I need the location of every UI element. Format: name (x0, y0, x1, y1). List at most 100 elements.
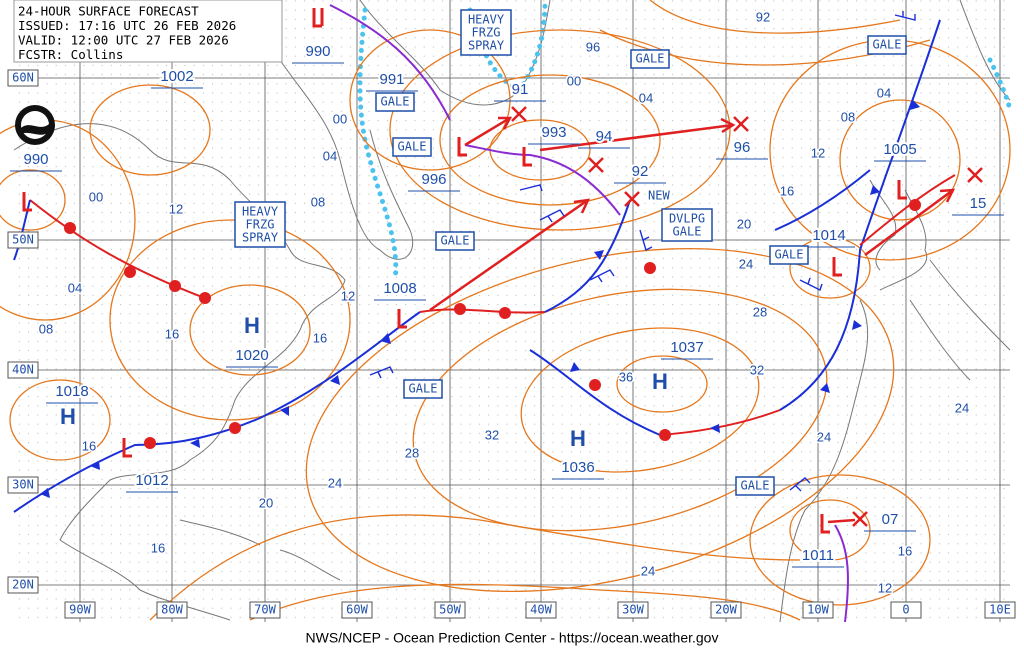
high-center: H (570, 426, 586, 451)
lon-box (984, 601, 1016, 619)
warning-box (234, 201, 286, 248)
lat-label: 20N (12, 578, 34, 592)
pressure-label: 07 (882, 511, 899, 528)
fronts (13, 4, 956, 623)
isobar-label: 08 (311, 194, 325, 209)
isobar-label: 24 (817, 429, 831, 444)
header-line: 24-HOUR SURFACE FORECAST (18, 4, 199, 19)
lon-label: 40W (530, 603, 552, 617)
warning-line: FRZG (246, 218, 275, 232)
warning-line: DVLPG (669, 212, 705, 226)
pressure-label: 993 (541, 124, 566, 141)
lon-label: 70W (254, 603, 276, 617)
lon-label: 0 (902, 603, 909, 617)
isobar-label: 20 (259, 495, 273, 510)
gale-warning: GALE (636, 52, 665, 66)
footer-band (0, 622, 1024, 652)
isobar-label: 16 (780, 183, 794, 198)
pressure-label: 990 (23, 151, 48, 168)
dot-grid (14, 0, 1010, 622)
lon-label: 90W (69, 603, 91, 617)
header-line: ISSUED: 17:16 UTC 26 FEB 2026 (18, 18, 236, 33)
gale-warning: GALE (441, 234, 470, 248)
isobar-label: 32 (750, 362, 764, 377)
isobar-label: 36 (619, 369, 633, 384)
isobar-label: 12 (878, 580, 892, 595)
isobar-label: 00 (89, 189, 103, 204)
isobar-label: 24 (739, 256, 753, 271)
warning-box (375, 92, 415, 112)
gale-warning: GALE (409, 382, 438, 396)
pressure-label: 1014 (812, 227, 845, 244)
warning-box (661, 208, 713, 242)
pressure-label: 1012 (135, 472, 168, 489)
warning-box (867, 35, 907, 55)
isobar-label: 28 (405, 445, 419, 460)
pressure-label: 1011 (802, 547, 834, 564)
isobar-label: 04 (323, 148, 337, 163)
lat-box (7, 69, 39, 87)
high-center: H (244, 313, 260, 338)
isobar-label: 24 (641, 563, 655, 578)
header-line: FCSTR: Collins (18, 47, 123, 62)
isobar-label: 16 (165, 326, 179, 341)
lon-box (249, 601, 281, 619)
lon-box (156, 601, 188, 619)
warning-line: HEAVY (468, 13, 505, 27)
isobar-label: 24 (328, 475, 342, 490)
warning-box (735, 476, 775, 496)
lon-label: 20W (715, 603, 737, 617)
isobar-label: 16 (898, 543, 912, 558)
lat-label: 60N (12, 71, 34, 85)
header-line: VALID: 12:00 UTC 27 FEB 2026 (18, 33, 229, 48)
gale-warning: GALE (398, 140, 427, 154)
pressure-label: 94 (596, 128, 613, 145)
lat-box (7, 231, 39, 249)
header-box (13, 0, 283, 63)
footer: NWS/NCEP - Ocean Prediction Center - htt… (306, 630, 719, 646)
lon-box (710, 601, 742, 619)
warning-box (460, 9, 512, 56)
isobar-label: 12 (341, 288, 355, 303)
pressure-label: 96 (734, 139, 751, 156)
gale-warning: GALE (775, 248, 804, 262)
isobar-label: 92 (756, 9, 770, 24)
warning-box (630, 49, 670, 69)
isobar-label: 28 (753, 304, 767, 319)
pressure-label: 991 (379, 71, 404, 88)
warning-line: HEAVY (242, 205, 279, 219)
lat-label: 50N (12, 233, 34, 247)
isobar-label: 24 (955, 400, 969, 415)
isobar-label: 00 (567, 73, 581, 88)
isobar-label: 32 (485, 427, 499, 442)
isobar-label: 08 (841, 109, 855, 124)
isobar-label: 16 (313, 330, 327, 345)
pressure-label: 1008 (383, 280, 416, 297)
pressure-label: 1020 (235, 347, 268, 364)
lon-box (617, 601, 649, 619)
gale-warning: GALE (381, 95, 410, 109)
isobar-label: 12 (811, 145, 825, 160)
lat-label: 40N (12, 363, 34, 377)
new-label: NEW (648, 189, 670, 203)
pressure-label: 92 (632, 163, 649, 180)
warning-line: SPRAY (242, 231, 279, 245)
pressure-label: 15 (970, 195, 987, 212)
lon-label: 10E (989, 603, 1011, 617)
gale-warning: GALE (873, 38, 902, 52)
lon-label: 10W (807, 603, 829, 617)
pressure-label: 990 (305, 43, 330, 60)
high-center: H (652, 369, 668, 394)
lon-box (434, 601, 466, 619)
noaa-logo (15, 105, 55, 145)
pressure-label: 996 (421, 171, 446, 188)
pressure-label: 91 (512, 81, 529, 98)
warning-box (435, 231, 475, 251)
lon-box (890, 601, 922, 619)
lat-box (7, 361, 39, 379)
isobar-label: 16 (151, 540, 165, 555)
lon-box (525, 601, 557, 619)
pressure-label: 1018 (55, 383, 88, 400)
